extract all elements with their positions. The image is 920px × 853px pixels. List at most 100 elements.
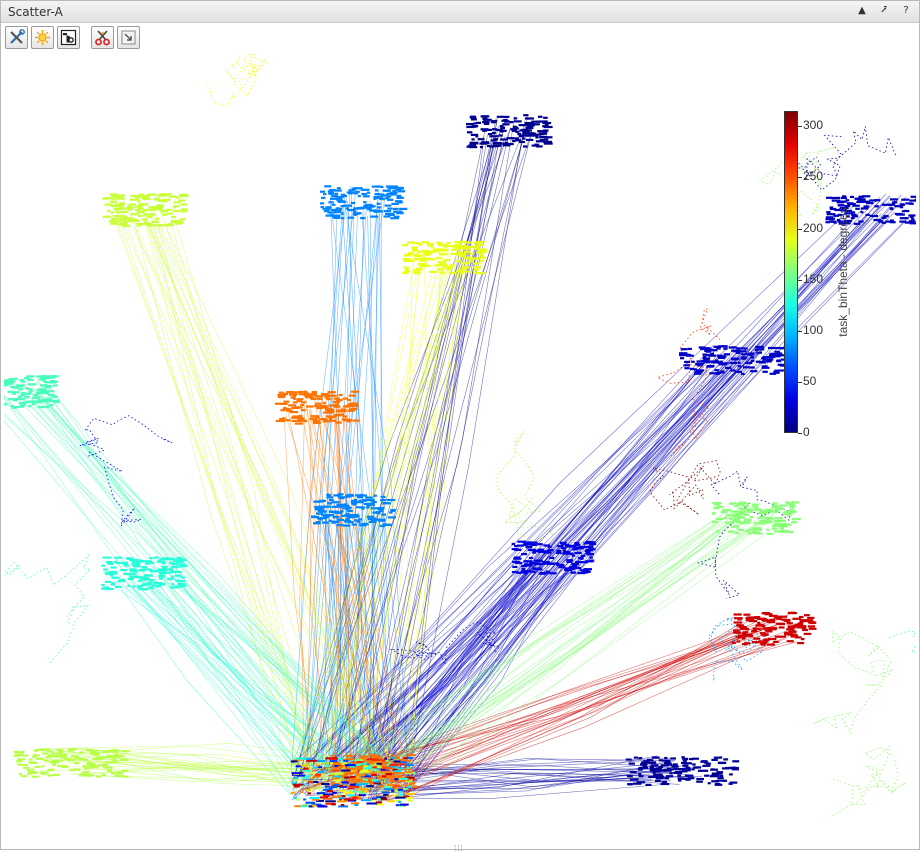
data-point — [557, 545, 564, 547]
data-point — [283, 418, 286, 420]
cut-button[interactable] — [91, 26, 114, 49]
scatter-plot[interactable] — [4, 51, 916, 841]
data-point — [514, 120, 522, 122]
data-point — [740, 628, 746, 630]
data-point — [167, 213, 173, 215]
data-point — [481, 128, 489, 130]
trajectory-line — [4, 405, 310, 776]
data-point — [16, 760, 22, 762]
data-point — [105, 204, 113, 206]
data-point — [367, 505, 370, 507]
data-point — [336, 399, 343, 401]
data-point — [362, 523, 366, 525]
data-point — [561, 547, 566, 549]
data-point — [430, 246, 433, 248]
data-point — [365, 204, 373, 206]
data-point — [334, 217, 340, 219]
data-point — [8, 391, 13, 393]
data-point — [544, 143, 553, 145]
data-point — [114, 557, 122, 559]
data-point — [754, 532, 759, 534]
data-point — [387, 199, 393, 201]
data-point — [734, 621, 743, 623]
data-point — [338, 201, 342, 203]
data-point — [372, 512, 380, 514]
data-point — [696, 778, 704, 780]
data-point — [303, 420, 307, 422]
data-point — [348, 787, 355, 789]
data-point — [380, 510, 383, 512]
tools-button[interactable] — [5, 26, 28, 49]
data-point — [911, 218, 915, 220]
data-point — [114, 755, 121, 757]
data-point — [792, 518, 801, 520]
data-point — [318, 771, 323, 773]
data-point — [691, 361, 695, 363]
data-point — [515, 562, 522, 564]
data-point — [804, 633, 812, 635]
highlight-button[interactable] — [31, 26, 54, 49]
data-point — [376, 781, 380, 783]
data-point — [786, 628, 794, 630]
data-point — [738, 517, 744, 519]
data-point — [847, 202, 854, 204]
data-point — [771, 511, 779, 513]
data-point — [579, 561, 588, 563]
data-point — [361, 799, 371, 801]
data-point — [49, 399, 53, 401]
data-point — [293, 777, 298, 779]
data-point — [25, 387, 28, 389]
data-point — [334, 511, 343, 513]
data-point — [546, 571, 549, 573]
data-point — [734, 513, 743, 515]
data-point — [398, 789, 403, 791]
data-point — [537, 560, 543, 562]
sun-icon — [34, 29, 51, 46]
data-point — [33, 394, 38, 396]
help-button[interactable]: ? — [899, 4, 913, 18]
data-point — [675, 771, 683, 773]
data-point — [866, 214, 870, 216]
data-point — [306, 760, 317, 762]
data-point — [450, 253, 456, 255]
data-point — [679, 352, 687, 354]
colorbar-label: task_binTheta - degrees — [836, 207, 850, 336]
data-point — [638, 757, 642, 759]
data-point — [574, 542, 579, 544]
data-point — [310, 415, 319, 417]
data-point — [386, 796, 389, 798]
data-point — [175, 223, 181, 225]
label-button[interactable] — [57, 26, 80, 49]
data-point — [146, 575, 152, 577]
undock-button[interactable]: ⭷ — [877, 4, 891, 18]
data-point — [503, 143, 508, 145]
data-point — [397, 767, 404, 769]
data-point — [350, 776, 356, 778]
data-point — [294, 797, 297, 799]
data-point — [343, 195, 347, 197]
data-point — [118, 205, 122, 207]
data-point — [704, 775, 709, 777]
data-point — [549, 557, 554, 559]
collapse-button[interactable]: ▲ — [855, 4, 869, 18]
data-point — [337, 494, 340, 496]
data-point — [318, 506, 326, 508]
resize-grip[interactable]: ⁞⁞⁞ — [454, 844, 464, 853]
data-point — [521, 553, 527, 555]
data-point — [439, 248, 443, 250]
data-point — [788, 625, 794, 627]
export-button[interactable] — [117, 26, 140, 49]
data-point — [360, 770, 369, 772]
data-point — [370, 216, 378, 218]
data-point — [734, 613, 742, 615]
data-point — [794, 625, 799, 627]
data-point — [802, 629, 808, 631]
data-point — [634, 757, 638, 759]
data-point — [412, 260, 415, 262]
data-point — [318, 510, 325, 512]
data-point — [394, 761, 401, 763]
data-point — [643, 765, 647, 767]
data-point — [776, 618, 781, 620]
data-point — [123, 573, 130, 575]
data-point — [512, 571, 518, 573]
